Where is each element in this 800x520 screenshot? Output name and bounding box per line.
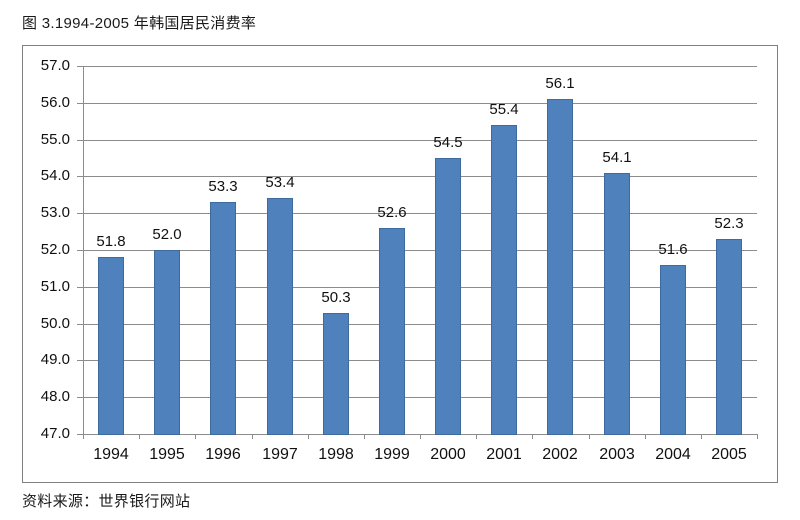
y-axis-label: 53.0 <box>40 204 70 221</box>
bar-value-label: 53.4 <box>265 174 295 191</box>
x-axis-label: 1995 <box>149 446 185 463</box>
bar <box>267 198 293 435</box>
gridline <box>83 397 757 398</box>
gridline <box>83 66 757 67</box>
gridline <box>83 360 757 361</box>
x-tick <box>532 434 533 439</box>
gridline <box>83 140 757 141</box>
bar <box>98 257 124 435</box>
x-tick <box>364 434 365 439</box>
x-tick <box>252 434 253 439</box>
y-tick <box>77 434 83 435</box>
plot-area: 47.0 48.0 49.0 50.0 51.0 52.0 53.0 54.0 55.0 56.0… <box>23 46 777 482</box>
bar-value-label: 50.3 <box>321 289 351 306</box>
x-axis-label: 2002 <box>542 446 578 463</box>
bar <box>210 202 236 435</box>
bar <box>323 313 349 435</box>
y-axis-label: 56.0 <box>40 94 70 111</box>
y-tick <box>77 66 83 67</box>
x-axis-label: 2003 <box>599 446 635 463</box>
gridline <box>83 176 757 177</box>
x-tick <box>308 434 309 439</box>
x-axis-label: 1994 <box>93 446 129 463</box>
x-tick <box>645 434 646 439</box>
y-axis-label: 57.0 <box>40 57 70 74</box>
bar-value-label: 52.6 <box>377 204 407 221</box>
bar-value-label: 56.1 <box>545 75 575 92</box>
x-axis-label: 1997 <box>262 446 298 463</box>
x-tick <box>83 434 84 439</box>
x-axis-label: 2004 <box>655 446 691 463</box>
figure-title: 图 3.1994-2005 年韩国居民消费率 <box>22 15 257 32</box>
x-tick <box>757 434 758 439</box>
y-axis-label: 52.0 <box>40 241 70 258</box>
gridline <box>83 103 757 104</box>
y-axis-line <box>83 66 84 434</box>
gridline <box>83 213 757 214</box>
bar-value-label: 55.4 <box>489 101 519 118</box>
y-tick <box>77 176 83 177</box>
bar <box>716 239 742 435</box>
x-axis-label: 2000 <box>430 446 466 463</box>
y-axis-label: 48.0 <box>40 388 70 405</box>
bar <box>379 228 405 435</box>
x-axis-label: 2001 <box>486 446 522 463</box>
y-axis-label: 47.0 <box>40 425 70 442</box>
bar <box>604 173 630 435</box>
gridline <box>83 324 757 325</box>
x-tick <box>589 434 590 439</box>
x-axis-label: 1999 <box>374 446 410 463</box>
bar-value-label: 52.3 <box>714 215 744 232</box>
y-tick <box>77 324 83 325</box>
bar-value-label: 52.0 <box>152 226 182 243</box>
y-tick <box>77 103 83 104</box>
y-tick <box>77 397 83 398</box>
y-axis-label: 49.0 <box>40 351 70 368</box>
y-tick <box>77 250 83 251</box>
chart-frame: 47.0 48.0 49.0 50.0 51.0 52.0 53.0 54.0 55.0 56.0… <box>22 45 778 483</box>
bar-value-label: 51.6 <box>658 241 688 258</box>
x-axis-label: 1998 <box>318 446 354 463</box>
x-tick <box>476 434 477 439</box>
bar-value-label: 54.1 <box>602 149 632 166</box>
x-tick <box>420 434 421 439</box>
x-axis-label: 1996 <box>205 446 241 463</box>
x-tick <box>701 434 702 439</box>
y-tick <box>77 140 83 141</box>
bar <box>435 158 461 435</box>
bar <box>547 99 573 435</box>
y-tick <box>77 213 83 214</box>
bar-value-label: 54.5 <box>433 134 463 151</box>
bar <box>154 250 180 435</box>
y-tick <box>77 360 83 361</box>
y-tick <box>77 287 83 288</box>
figure-source: 资料来源：世界银行网站 <box>22 493 191 510</box>
y-axis-label: 50.0 <box>40 315 70 332</box>
x-tick <box>139 434 140 439</box>
bar-value-label: 53.3 <box>208 178 238 195</box>
y-axis-label: 51.0 <box>40 278 70 295</box>
y-axis-label: 54.0 <box>40 167 70 184</box>
y-axis-label: 55.0 <box>40 131 70 148</box>
bar-value-label: 51.8 <box>96 233 126 250</box>
x-axis-label: 2005 <box>711 446 747 463</box>
gridline <box>83 287 757 288</box>
bar <box>491 125 517 435</box>
bar <box>660 265 686 435</box>
gridline <box>83 250 757 251</box>
x-tick <box>195 434 196 439</box>
